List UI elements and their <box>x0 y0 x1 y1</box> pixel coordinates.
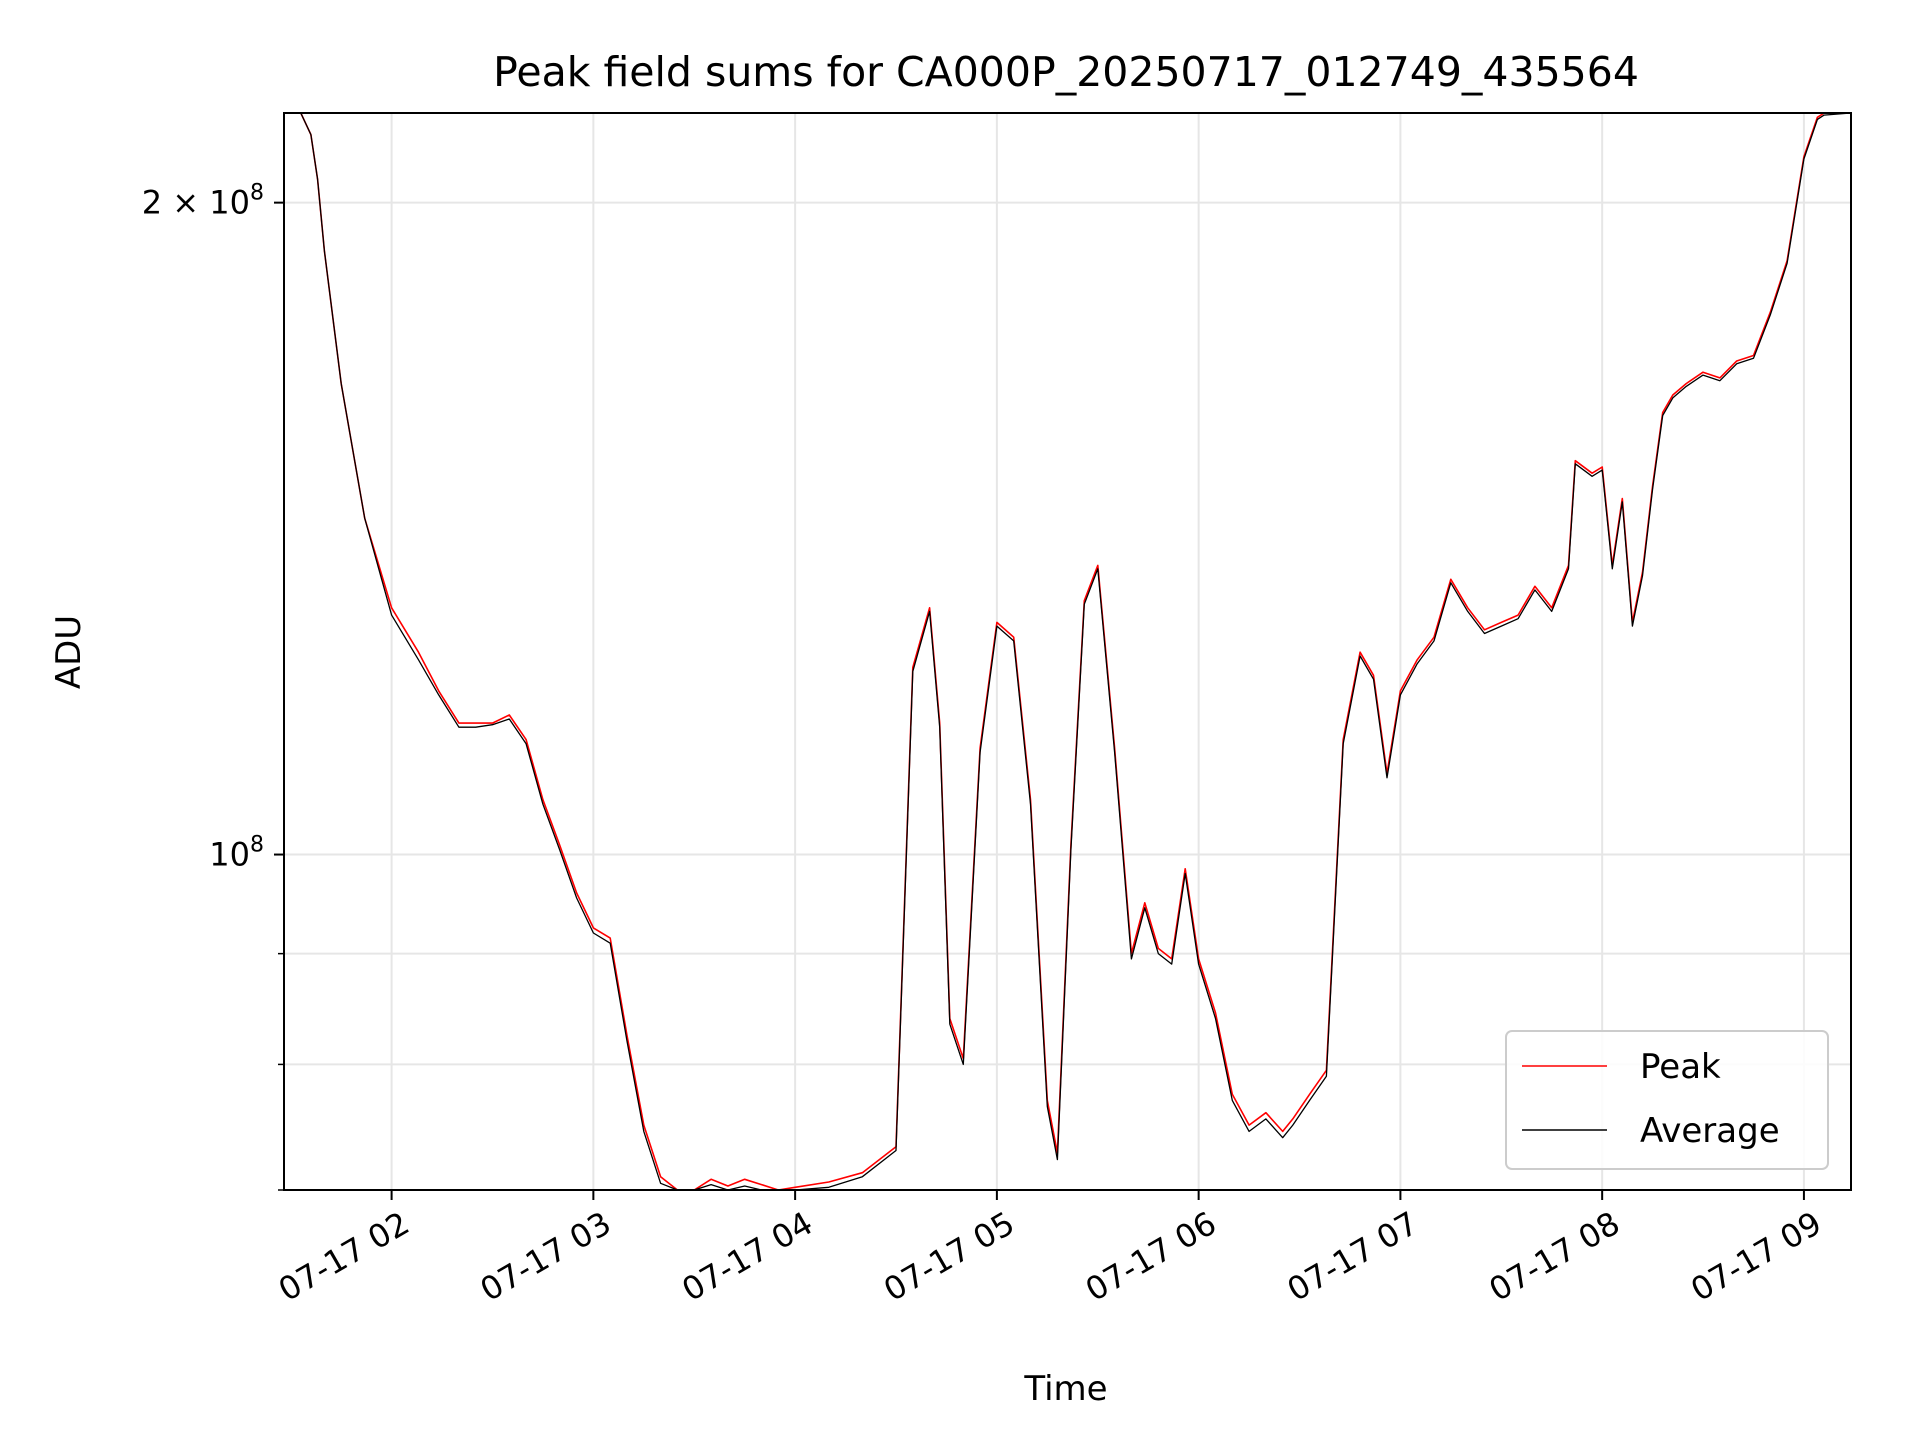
y-axis-label: ADU <box>49 615 89 689</box>
plot-frame <box>283 112 1852 1191</box>
y-tick-label-base: 2 × 10 <box>142 184 250 222</box>
y-tick-label: 108 <box>209 833 264 874</box>
legend-average-label: Average <box>1640 1111 1780 1151</box>
y-tick-label-base: 10 <box>209 836 250 874</box>
y-tick-label-exponent: 8 <box>250 181 264 206</box>
y-tick-label-exponent: 8 <box>250 833 264 858</box>
x-axis-label: Time <box>1023 1369 1107 1409</box>
series-layer <box>284 112 1852 1191</box>
legend-peak-label: Peak <box>1640 1047 1721 1087</box>
series-average-line <box>284 112 1852 1191</box>
chart-title: Peak field sums for CA000P_20250717_0127… <box>493 48 1639 96</box>
legend: Peak Average <box>1505 1030 1829 1170</box>
y-tick-label: 2 × 108 <box>142 181 264 222</box>
